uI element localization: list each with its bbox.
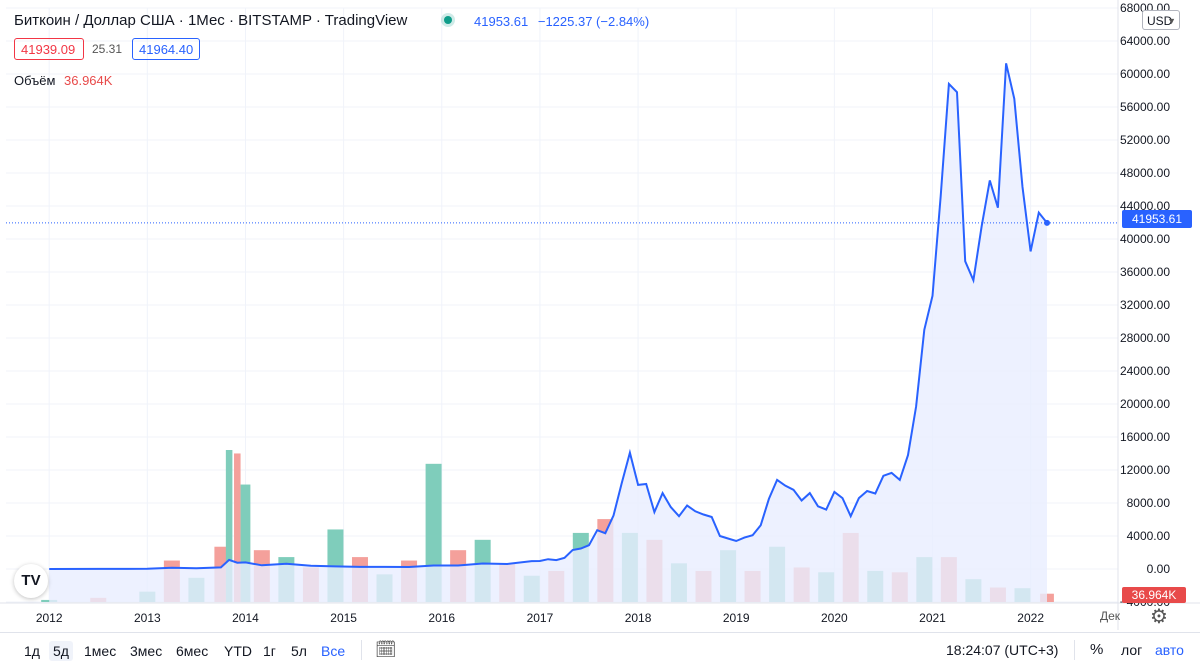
price-line	[49, 63, 1048, 570]
y-tick-label: 4000.00	[1127, 529, 1171, 543]
auto-scale-button[interactable]: авто	[1155, 642, 1184, 658]
price-area-fill	[49, 63, 1047, 603]
y-tick-label: 32000.00	[1120, 298, 1170, 312]
range-all[interactable]: Все	[321, 643, 346, 659]
x-tick-label: 2017	[527, 611, 554, 625]
volume-bar	[234, 453, 241, 602]
market-status-icon	[444, 16, 452, 24]
chevron-down-icon: ▼	[1167, 16, 1176, 26]
range-1y[interactable]: 1г	[263, 643, 276, 659]
y-tick-label: 0.00	[1147, 562, 1171, 576]
axis-month-label: Дек	[1100, 609, 1121, 623]
range-3m[interactable]: 3мес	[130, 643, 163, 659]
x-tick-label: 2018	[625, 611, 652, 625]
spread-value: 25.31	[92, 42, 123, 56]
range-5y[interactable]: 5л	[291, 643, 307, 659]
toolbar-divider	[1074, 640, 1075, 660]
volume-bar	[240, 484, 251, 602]
x-tick-label: 2015	[330, 611, 357, 625]
y-tick-label: 20000.00	[1120, 397, 1170, 411]
x-tick-label: 2021	[919, 611, 946, 625]
y-tick-label: 52000.00	[1120, 133, 1170, 147]
volume-bar	[41, 599, 58, 602]
range-6m[interactable]: 6мес	[176, 643, 209, 659]
tradingview-logo-icon[interactable]: TV	[14, 564, 48, 598]
price-axis: 68000.0064000.0060000.0056000.0052000.00…	[1120, 1, 1171, 609]
time-axis: 2012 2013 2014 2015 2016 2017 2018 2019 2020 2021…	[36, 611, 1044, 625]
y-tick-label: 48000.00	[1120, 166, 1170, 180]
y-tick-label: 28000.00	[1120, 331, 1170, 345]
symbol-title[interactable]: Биткоин / Доллар США · 1Мес · BITSTAMP ·…	[14, 12, 408, 29]
sell-button[interactable]: 41939.09	[14, 38, 84, 60]
volume-value: 36.964K	[64, 73, 113, 88]
y-tick-label: 64000.00	[1120, 34, 1170, 48]
y-tick-label: 8000.00	[1127, 496, 1171, 510]
last-price-point	[1044, 219, 1051, 226]
y-tick-label: 36000.00	[1120, 265, 1170, 279]
y-tick-label: 60000.00	[1120, 67, 1170, 81]
log-scale-button[interactable]: лог	[1121, 642, 1143, 658]
header-price: 41953.61 −1225.37 (−2.84%)	[474, 14, 649, 29]
currency-value: USD	[1147, 14, 1173, 28]
x-tick-label: 2012	[36, 611, 63, 625]
price-change: −1225.37 (−2.84%)	[537, 14, 650, 29]
volume-tag: 36.964K	[1122, 587, 1186, 603]
bottom-toolbar	[0, 632, 1200, 669]
calendar-range-icon[interactable]: 🗓	[375, 640, 397, 659]
percent-scale-button[interactable]: %	[1090, 641, 1104, 658]
range-1d[interactable]: 1д	[24, 643, 40, 659]
buy-button[interactable]: 41964.40	[132, 38, 200, 60]
y-tick-label: 24000.00	[1120, 364, 1170, 378]
last-price-tag: 41953.61	[1122, 210, 1192, 228]
x-tick-label: 2014	[232, 611, 259, 625]
y-tick-label: 44000.00	[1120, 199, 1170, 213]
range-1m[interactable]: 1мес	[84, 643, 117, 659]
x-tick-label: 2013	[134, 611, 161, 625]
clock[interactable]: 18:24:07 (UTC+3)	[946, 642, 1059, 658]
x-tick-label: 2016	[428, 611, 455, 625]
x-tick-label: 2022	[1017, 611, 1044, 625]
y-tick-label: 16000.00	[1120, 430, 1170, 444]
volume-bar	[225, 450, 233, 602]
volume-label[interactable]: Объём	[14, 73, 56, 88]
x-tick-label: 2020	[821, 611, 848, 625]
range-5d[interactable]: 5д	[49, 641, 73, 661]
y-tick-label: 40000.00	[1120, 232, 1170, 246]
toolbar-divider	[361, 640, 362, 660]
y-tick-label: 56000.00	[1120, 100, 1170, 114]
x-tick-label: 2019	[723, 611, 750, 625]
settings-gear-icon[interactable]: ⚙	[1150, 606, 1168, 628]
y-tick-label: 12000.00	[1120, 463, 1170, 477]
volume-bar	[1040, 593, 1054, 602]
last-price: 41953.61	[474, 14, 529, 29]
currency-select[interactable]: USD ▼	[1142, 10, 1180, 30]
range-ytd[interactable]: YTD	[224, 643, 252, 659]
